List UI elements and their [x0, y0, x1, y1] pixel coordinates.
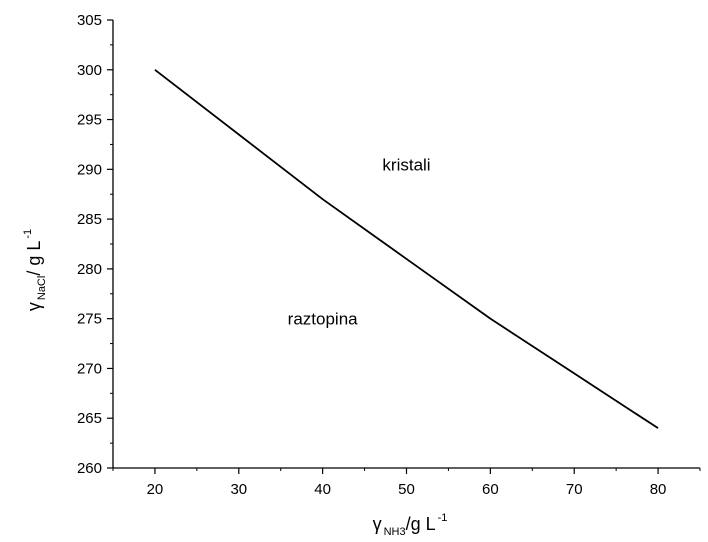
x-tick-label: 40	[314, 481, 331, 498]
x-ticks: 20 30 40 50 60 70 80	[112, 468, 701, 498]
series-line	[154, 69, 659, 429]
y-tick-label: 305	[77, 12, 102, 29]
y-tick-label: 285	[77, 211, 102, 228]
y-tick-label: 280	[77, 261, 102, 278]
y-tick-label: 290	[77, 161, 102, 178]
annotations: kristali raztopina	[288, 155, 431, 328]
x-tick-label: 70	[566, 481, 583, 498]
region-label: kristali	[382, 155, 430, 174]
x-tick-label: 50	[398, 481, 415, 498]
y-tick-label: 265	[77, 410, 102, 427]
y-tick-label: 295	[77, 112, 102, 129]
x-tick-label: 30	[230, 481, 247, 498]
y-ticks: 260 265 270 275 280 285 290 295 300 305	[77, 12, 113, 477]
x-tick-label: 80	[650, 481, 667, 498]
x-axis-title: γ NH3/g L -1	[373, 512, 448, 538]
axes	[112, 20, 700, 469]
y-tick-label: 260	[77, 460, 102, 477]
y-axis-title: γNaCl/ g L-1	[22, 229, 48, 311]
y-tick-label: 275	[77, 311, 102, 328]
series-group	[154, 69, 659, 429]
x-tick-label: 20	[147, 481, 164, 498]
y-tick-label: 300	[77, 62, 102, 79]
y-tick-label: 270	[77, 360, 102, 377]
region-label: raztopina	[288, 310, 358, 329]
x-tick-label: 60	[482, 481, 499, 498]
